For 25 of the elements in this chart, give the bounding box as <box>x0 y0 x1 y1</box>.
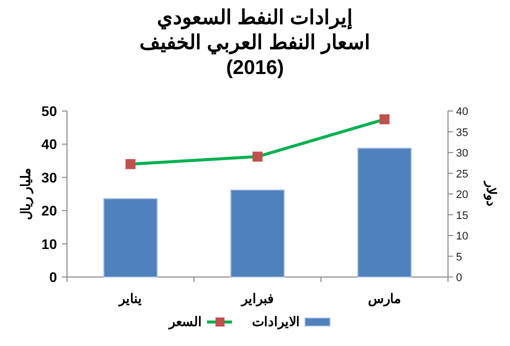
y2-tick-label: 5 <box>456 251 462 264</box>
y-tick-label: 40 <box>41 136 58 152</box>
legend-label: السعر <box>168 314 202 330</box>
y-tick-label: 50 <box>41 103 58 119</box>
bar <box>357 148 412 278</box>
y-axis-title: مليار ريال <box>18 168 34 220</box>
y2-tick-label: 0 <box>456 272 462 284</box>
y2-tick-label: 35 <box>456 126 468 139</box>
y2-axis-title: دولار <box>483 180 499 206</box>
bar <box>103 198 158 278</box>
y-tick-label: 30 <box>41 169 58 186</box>
y2-tick-label: 30 <box>456 148 468 160</box>
y2-tick-label: 10 <box>456 230 468 242</box>
y2-tick-label: 20 <box>456 189 468 201</box>
x-tick-label: مارس <box>368 291 401 307</box>
y2-tick-label: 40 <box>456 106 468 118</box>
bar <box>230 190 285 278</box>
y2-tick-label: 15 <box>456 210 468 222</box>
y2-tick-label: 25 <box>456 168 468 180</box>
y-tick-label: 10 <box>41 236 58 252</box>
x-tick-label: يناير <box>118 291 142 307</box>
legend-label: الايرادات <box>252 314 300 330</box>
x-tick-label: فبراير <box>240 291 274 307</box>
y-tick-label: 0 <box>49 269 58 285</box>
y-tick-label: 20 <box>41 202 58 219</box>
